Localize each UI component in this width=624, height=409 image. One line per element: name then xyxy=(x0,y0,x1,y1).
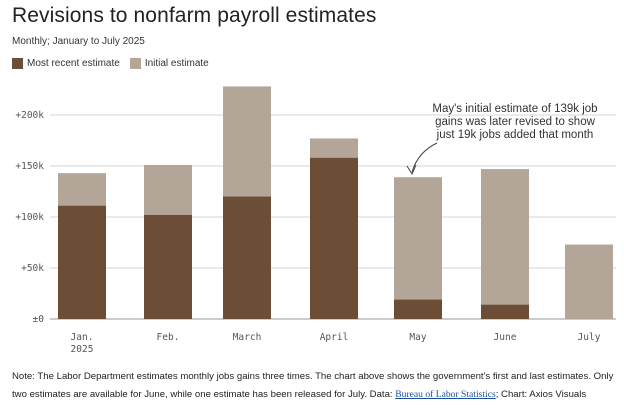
y-tick-label: +50k xyxy=(21,263,44,274)
bar-initial-estimate xyxy=(481,169,529,319)
legend-item-initial: Initial estimate xyxy=(129,58,209,69)
legend-label-initial: Initial estimate xyxy=(144,58,209,69)
y-tick-label: +200k xyxy=(15,110,44,121)
bar-recent-estimate xyxy=(223,196,271,319)
bar-recent-estimate xyxy=(481,304,529,319)
x-tick-label: June xyxy=(494,332,517,343)
x-tick-label: March xyxy=(233,332,262,343)
bar-chart: ±0 +50k +100k +150k +200k Jan.2025 Feb. March Ap… xyxy=(15,86,616,355)
annotation-line: May's initial estimate of 139k job xyxy=(432,103,597,115)
annotation-arrowhead xyxy=(406,164,417,176)
annotation-line: gains was later revised to show xyxy=(435,116,595,128)
legend-swatch-initial xyxy=(129,58,141,69)
annotation-arrow xyxy=(411,142,438,173)
legend-item-recent: Most recent estimate xyxy=(12,58,120,69)
x-tick-label: July xyxy=(578,332,601,343)
bar-recent-estimate xyxy=(58,205,106,319)
y-tick-label: +100k xyxy=(15,212,44,223)
y-tick-label: +150k xyxy=(15,161,44,172)
bar-recent-estimate xyxy=(144,214,192,319)
legend: Most recent estimate Initial estimate xyxy=(12,58,219,69)
x-tick-sublabel: 2025 xyxy=(71,344,94,355)
x-tick-label: May xyxy=(409,332,426,343)
x-tick-label: Jan. xyxy=(71,332,94,343)
bar-recent-estimate xyxy=(310,157,358,319)
chart-title: Revisions to nonfarm payroll estimates xyxy=(12,4,377,27)
bar-recent-estimate xyxy=(394,299,442,319)
x-tick-label: Feb. xyxy=(157,332,180,343)
x-tick-label: April xyxy=(320,332,349,343)
bar-initial-estimate xyxy=(394,177,442,319)
source-link[interactable]: Bureau of Labor Statistics xyxy=(395,389,496,400)
footer-note: Note: The Labor Department estimates mon… xyxy=(12,371,614,400)
chart-subtitle: Monthly; January to July 2025 xyxy=(12,36,145,47)
y-tick-label: ±0 xyxy=(33,314,45,325)
legend-swatch-recent xyxy=(12,58,23,69)
bar-initial-estimate xyxy=(565,244,613,319)
annotation-line: just 19k jobs added that month xyxy=(436,129,594,141)
legend-label-recent: Most recent estimate xyxy=(27,58,120,69)
footer-credit: ; Chart: Axios Visuals xyxy=(495,389,587,400)
chart-footer: Note: The Labor Department estimates mon… xyxy=(12,368,616,404)
